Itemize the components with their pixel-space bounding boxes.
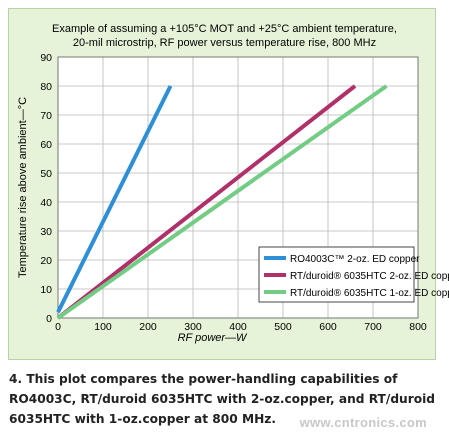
x-tick-label: 500 [274,321,292,333]
x-tick-label: 300 [184,321,202,333]
x-tick-label: 0 [55,321,61,333]
legend-label-1: RO4003C™ 2-oz. ED copper [290,254,420,265]
legend-label-3: RT/duroid® 6035HTC 1-oz. ED copper [290,288,449,299]
watermark: www.cntronics.com [299,415,427,430]
y-tick-label: 60 [40,139,52,151]
plot-border [57,56,419,319]
y-tick-label: 40 [40,197,52,209]
x-tick-label: 700 [364,321,382,333]
series-line-1 [56,85,173,314]
series-line-3 [56,84,388,320]
x-tick-label: 800 [409,321,427,333]
y-tick-label: 70 [40,110,52,122]
x-tick-label: 100 [94,321,112,333]
y-tick-label: 10 [40,284,52,296]
y-tick-label: 20 [40,255,52,267]
legend-label-2: RT/duroid® 6035HTC 2-oz. ED copper [290,271,449,282]
y-tick-label: 0 [46,313,52,325]
y-tick-label: 50 [40,168,52,180]
y-tick-label: 90 [40,52,52,64]
chart-title-line-1: Example of assuming a +105°C MOT and +25… [52,23,397,35]
x-axis-label: RF power—W [178,332,248,344]
chart-title-line-2: 20-mil microstrip, RF power versus tempe… [72,37,377,49]
x-tick-label: 200 [139,321,157,333]
series-line-2 [56,84,357,320]
line-chart: 0 100 200 300 400 500 600 700 800 0 10 20 30 40 50 60 70… [17,52,449,344]
y-tick-label: 30 [40,226,52,238]
y-axis-label: Temperature rise above ambient—°C [17,97,29,278]
x-tick-label: 600 [319,321,337,333]
x-tick-label: 400 [229,321,247,333]
figure-caption: 4. This plot compares the power-handling… [9,372,436,426]
y-tick-label: 80 [40,81,52,93]
